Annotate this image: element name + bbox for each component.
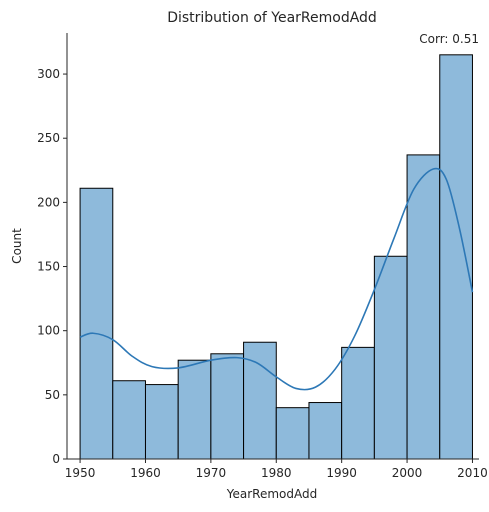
correlation-annotation: Corr: 0.51 bbox=[419, 32, 479, 46]
y-tick-label: 200 bbox=[37, 195, 60, 209]
histogram-bars bbox=[79, 54, 473, 460]
x-axis-label: YearRemodAdd bbox=[226, 487, 317, 501]
y-tick-label: 0 bbox=[52, 452, 60, 466]
histogram-bar bbox=[79, 187, 114, 460]
histogram-bar bbox=[439, 54, 473, 460]
chart-title: Distribution of YearRemodAdd bbox=[167, 10, 377, 26]
y-tick-label: 300 bbox=[37, 67, 60, 81]
y-axis-label: Count bbox=[10, 228, 24, 264]
y-tick-label: 250 bbox=[37, 131, 60, 145]
y-axis: 0 50 100 150 200 250 300 bbox=[37, 33, 68, 466]
x-tick-label: 1990 bbox=[326, 466, 357, 480]
x-tick-label: 2010 bbox=[457, 466, 488, 480]
kde-line bbox=[79, 167, 474, 391]
histogram-bar bbox=[406, 154, 441, 460]
kde-curve-group bbox=[79, 167, 474, 391]
x-tick-label: 1970 bbox=[196, 466, 227, 480]
histogram-bar bbox=[144, 384, 179, 460]
x-tick-label: 2000 bbox=[392, 466, 423, 480]
histogram-bar bbox=[210, 353, 245, 460]
y-tick-label: 150 bbox=[37, 260, 60, 274]
y-tick-label: 50 bbox=[45, 388, 60, 402]
histogram-bar bbox=[243, 341, 277, 460]
histogram-bar bbox=[373, 255, 408, 460]
x-axis: 1950 1960 1970 1980 1990 2000 2010 bbox=[65, 458, 488, 480]
x-tick-label: 1980 bbox=[261, 466, 292, 480]
histogram-bar bbox=[112, 380, 146, 460]
histogram-bar bbox=[275, 407, 310, 460]
histogram-bar bbox=[177, 359, 212, 460]
x-tick-label: 1950 bbox=[65, 466, 96, 480]
y-tick-label: 100 bbox=[37, 324, 60, 338]
x-tick-label: 1960 bbox=[130, 466, 161, 480]
histogram-bar bbox=[308, 402, 343, 460]
histogram-bar bbox=[341, 346, 375, 460]
